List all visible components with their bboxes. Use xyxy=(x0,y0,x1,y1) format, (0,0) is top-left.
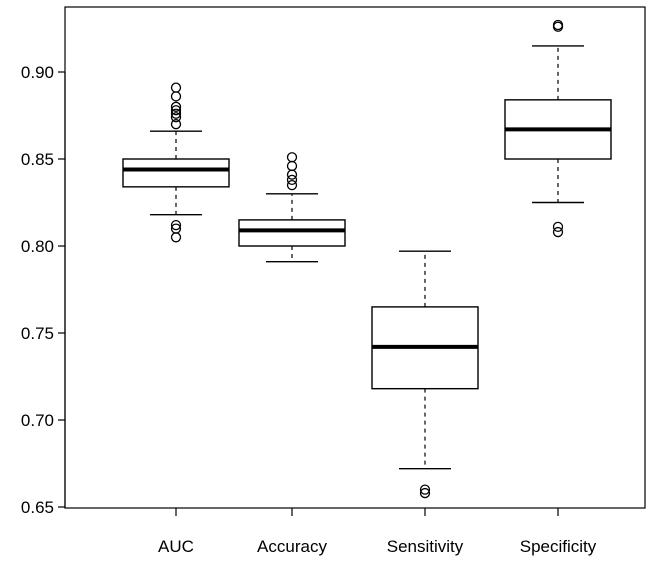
outlier-point xyxy=(552,226,564,238)
y-tick-label: 0.80 xyxy=(21,237,54,256)
box-accuracy xyxy=(238,152,346,263)
iqr-box xyxy=(122,158,230,188)
y-tick-label: 0.85 xyxy=(21,150,54,169)
x-category-label: Accuracy xyxy=(257,537,327,556)
outlier-point xyxy=(419,487,431,499)
outlier-point xyxy=(170,105,182,116)
y-tick-label: 0.90 xyxy=(21,63,54,82)
box-auc xyxy=(122,82,230,243)
boxes xyxy=(122,19,612,499)
outlier-point xyxy=(170,119,182,130)
outlier-point xyxy=(286,179,298,191)
box-sensitivity xyxy=(371,250,479,499)
x-category-label: Specificity xyxy=(520,537,597,556)
outlier-point xyxy=(170,101,182,112)
outlier-point xyxy=(286,160,298,172)
outlier-point xyxy=(286,169,298,180)
x-category-label: Sensitivity xyxy=(387,537,464,556)
outlier-point xyxy=(552,21,564,32)
outlier-point xyxy=(419,484,431,495)
outlier-point xyxy=(170,82,182,93)
y-axis: 0.65 0.70 0.75 0.80 0.85 0.90 xyxy=(21,63,66,517)
y-tick-label: 0.70 xyxy=(21,411,54,430)
iqr-box xyxy=(238,219,346,247)
outlier-point xyxy=(170,112,182,123)
outlier-point xyxy=(286,174,298,186)
outlier-point xyxy=(170,232,182,243)
box-specificity xyxy=(504,19,612,238)
outlier-point xyxy=(170,108,182,119)
x-axis: AUC Accuracy Sensitivity Specificity xyxy=(158,508,597,556)
outlier-point xyxy=(286,152,298,163)
y-tick-label: 0.75 xyxy=(21,324,54,343)
outlier-point xyxy=(170,91,182,102)
outlier-point xyxy=(170,219,182,231)
x-category-label: AUC xyxy=(158,537,194,556)
outlier-point xyxy=(552,221,564,233)
y-tick-label: 0.65 xyxy=(21,498,54,517)
